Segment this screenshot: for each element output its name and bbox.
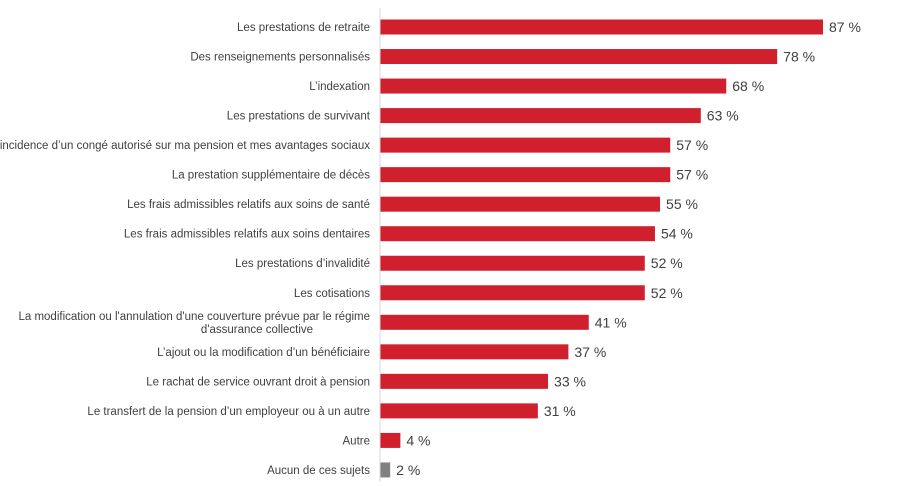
bar xyxy=(380,49,778,65)
bar xyxy=(380,108,701,124)
bar xyxy=(380,373,549,389)
value-label: 63 % xyxy=(707,108,739,124)
value-label: 68 % xyxy=(732,78,764,94)
bar xyxy=(380,137,671,153)
bar xyxy=(380,314,589,330)
category-label: Les frais admissibles relatifs aux soins… xyxy=(127,199,370,211)
value-label: 52 % xyxy=(651,285,683,301)
bar xyxy=(380,196,661,212)
bar xyxy=(380,78,727,94)
category-label: L’indexation xyxy=(309,81,370,93)
value-label: 4 % xyxy=(406,432,430,448)
category-label: Le rachat de service ouvrant droit à pen… xyxy=(146,376,370,388)
value-label: 54 % xyxy=(661,226,693,242)
value-label: 57 % xyxy=(676,137,708,153)
bar xyxy=(380,285,645,301)
bar xyxy=(380,432,401,448)
bar xyxy=(380,19,823,35)
category-label: Les cotisations xyxy=(294,288,370,300)
category-label: Les frais admissibles relatifs aux soins… xyxy=(124,229,370,241)
category-label: Les prestations de retraite xyxy=(237,22,370,34)
bar xyxy=(380,226,655,242)
value-label: 87 % xyxy=(829,19,861,35)
value-label: 78 % xyxy=(783,49,815,65)
bar xyxy=(380,462,391,478)
category-label: La prestation supplémentaire de décès xyxy=(172,170,370,182)
category-label: Aucun de ces sujets xyxy=(267,465,370,477)
category-label: L’ajout ou la modification d’un bénéfici… xyxy=(157,347,370,359)
value-label: 37 % xyxy=(574,344,606,360)
category-label: Les prestations d’invalidité xyxy=(235,258,370,270)
value-label: 2 % xyxy=(396,462,420,478)
category-label: Autre xyxy=(343,435,371,447)
category-label: L’incidence d’un congé autorisé sur ma p… xyxy=(0,140,370,152)
category-label: Le transfert de la pension d’un employeu… xyxy=(87,406,370,418)
category-label: Des renseignements personnalisés xyxy=(190,52,370,64)
bar xyxy=(380,344,569,360)
category-label: La modification ou l'annulation d'une co… xyxy=(18,311,370,336)
value-label: 33 % xyxy=(554,373,586,389)
value-label: 57 % xyxy=(676,167,708,183)
category-label: Les prestations de survivant xyxy=(227,111,371,123)
value-label: 55 % xyxy=(666,196,698,212)
bar xyxy=(380,403,538,419)
value-label: 52 % xyxy=(651,255,683,271)
bar xyxy=(380,167,671,183)
value-label: 31 % xyxy=(544,403,576,419)
bar xyxy=(380,255,645,271)
value-label: 41 % xyxy=(595,314,627,330)
